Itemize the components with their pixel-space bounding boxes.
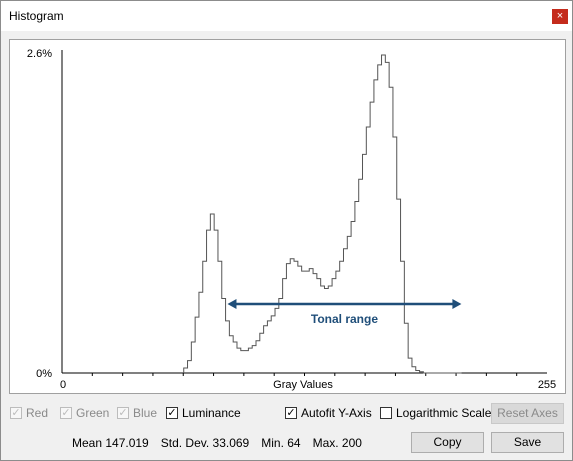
blue-label: Blue [133,406,158,420]
luminance-checkbox[interactable]: ✓ Luminance [166,405,241,421]
autofit-label: Autofit Y-Axis [301,406,372,420]
arrow-left-head [227,299,237,309]
x-axis-title: Gray Values [273,379,333,391]
statistics-bar: Mean 147.019 Std. Dev. 33.069 Min. 64 Ma… [72,436,362,450]
mean-stat: Mean 147.019 [72,436,149,450]
std-dev-stat: Std. Dev. 33.069 [160,436,250,450]
window-title: Histogram [9,9,64,23]
log-label: Logarithmic Scale [396,406,492,420]
histogram-svg: 2.6% 0% 0 255 Gray Values Tonal range [27,48,556,391]
min-stat: Min. 64 [261,436,301,450]
y-max-label: 2.6% [27,48,52,60]
arrow-right-head [452,299,462,309]
histogram-curve [183,54,462,374]
luminance-check-box[interactable]: ✓ [166,407,178,419]
logarithmic-scale-checkbox[interactable]: Logarithmic Scale [380,405,491,421]
max-stat: Max. 200 [312,436,362,450]
blue-check-box[interactable]: ✓ [117,407,129,419]
luminance-label: Luminance [182,406,241,420]
x-min-label: 0 [60,379,66,391]
red-checkbox[interactable]: ✓ Red [10,405,48,421]
copy-button[interactable]: Copy [411,432,484,453]
green-label: Green [76,406,110,420]
blue-checkbox[interactable]: ✓ Blue [117,405,157,421]
x-max-label: 255 [538,379,556,391]
log-check-box[interactable] [380,407,392,419]
reset-axes-button[interactable]: Reset Axes [491,403,564,424]
green-checkbox[interactable]: ✓ Green [60,405,109,421]
close-button[interactable]: × [552,9,568,24]
autofit-y-axis-checkbox[interactable]: ✓ Autofit Y-Axis [285,405,372,421]
red-label: Red [26,406,49,420]
y-min-label: 0% [36,368,52,380]
autofit-check-box[interactable]: ✓ [285,407,297,419]
save-button[interactable]: Save [491,432,564,453]
x-axis-ticks [91,373,518,376]
red-check-box[interactable]: ✓ [10,407,22,419]
tonal-range-annotation: Tonal range [227,299,462,326]
title-bar[interactable]: Histogram × [1,1,572,31]
tonal-range-label: Tonal range [311,312,378,326]
histogram-plot: 2.6% 0% 0 255 Gray Values Tonal range [9,39,566,394]
green-check-box[interactable]: ✓ [60,407,72,419]
